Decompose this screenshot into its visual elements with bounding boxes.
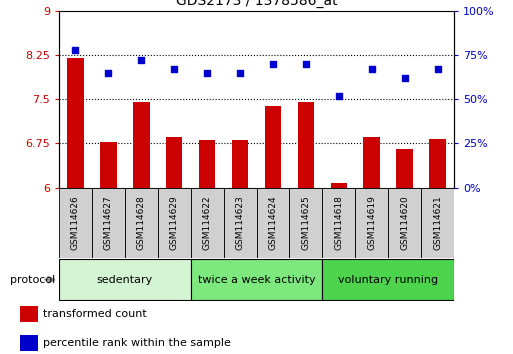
Bar [232,141,248,188]
Bar [388,188,421,258]
Point [368,66,376,72]
Bar [21,306,38,322]
Point [269,61,277,67]
Bar [298,102,314,188]
Bar [421,188,454,258]
Text: GSM114622: GSM114622 [203,196,212,250]
Point [137,57,145,63]
Text: GSM114628: GSM114628 [137,196,146,250]
Point [433,66,442,72]
Text: protocol: protocol [10,275,55,285]
Point [236,70,244,75]
Text: percentile rank within the sample: percentile rank within the sample [43,338,231,348]
Text: GSM114621: GSM114621 [433,196,442,250]
Text: GSM114623: GSM114623 [235,196,245,250]
Bar [21,335,38,351]
Bar [125,188,158,258]
Bar [191,188,224,258]
Title: GDS2173 / 1378586_at: GDS2173 / 1378586_at [175,0,338,8]
Bar [59,259,191,300]
Bar [67,58,84,188]
Bar [256,188,289,258]
Bar [199,141,215,188]
Text: GSM114625: GSM114625 [301,196,310,250]
Bar [397,149,413,188]
Text: GSM114626: GSM114626 [71,196,80,250]
Bar [92,188,125,258]
Text: GSM114629: GSM114629 [170,196,179,250]
Bar [364,137,380,188]
Bar [133,102,149,188]
Point [334,93,343,98]
Point [104,70,112,75]
Point [401,75,409,81]
Bar [224,188,256,258]
Bar [166,137,183,188]
Bar [322,188,355,258]
Point [203,70,211,75]
Point [170,66,179,72]
Text: GSM114619: GSM114619 [367,195,376,251]
Point [302,61,310,67]
Text: transformed count: transformed count [43,309,147,319]
Bar [322,259,454,300]
Bar [191,259,322,300]
Text: voluntary running: voluntary running [338,275,438,285]
Bar [59,188,92,258]
Text: GSM114620: GSM114620 [400,196,409,250]
Text: GSM114624: GSM114624 [268,196,278,250]
Bar [100,142,116,188]
Bar [355,188,388,258]
Bar [289,188,322,258]
Bar [330,183,347,188]
Text: GSM114627: GSM114627 [104,196,113,250]
Bar [265,106,281,188]
Bar [429,139,446,188]
Text: twice a week activity: twice a week activity [198,275,315,285]
Text: sedentary: sedentary [97,275,153,285]
Text: GSM114618: GSM114618 [334,195,343,251]
Point [71,47,80,52]
Bar [158,188,191,258]
